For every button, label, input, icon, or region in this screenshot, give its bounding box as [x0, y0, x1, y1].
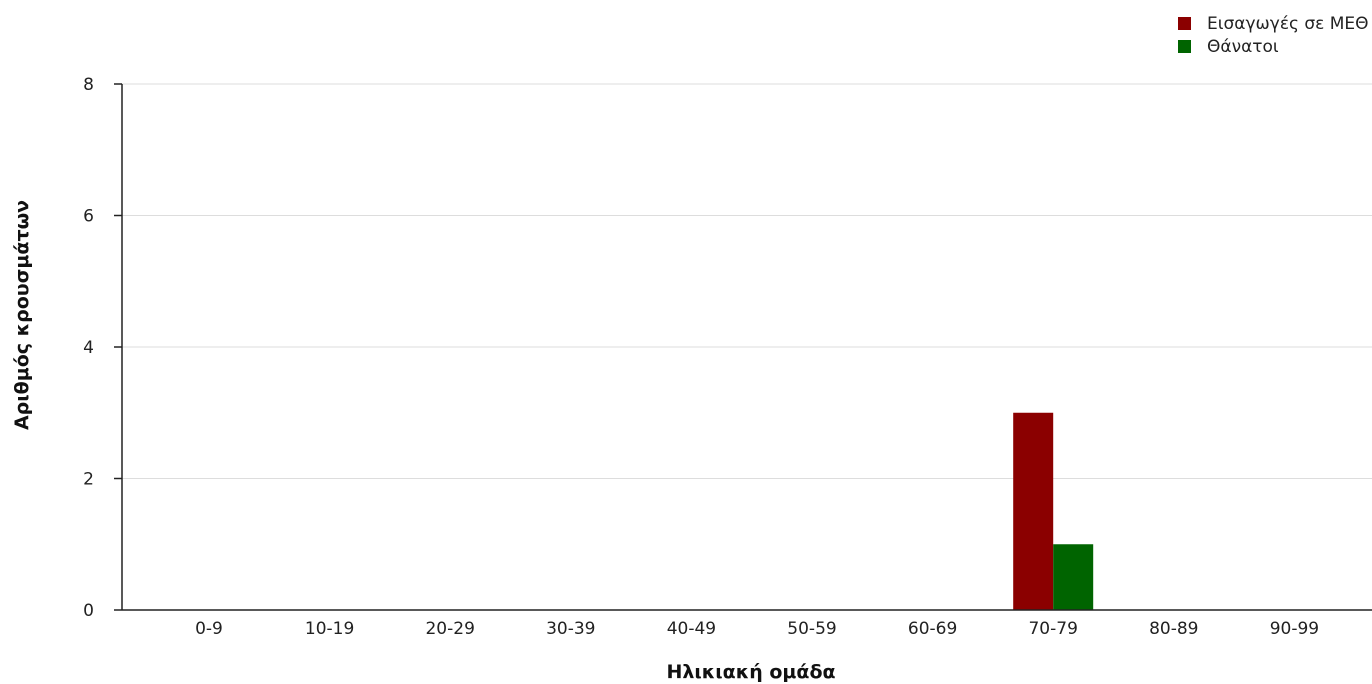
legend: Εισαγωγές σε ΜΕΘ Θάνατοι [1178, 12, 1369, 58]
y-axis-ticks: 0 2 4 6 8 [83, 75, 122, 621]
legend-swatch-deaths [1178, 40, 1191, 53]
y-axis-title: Αριθμός κρουσμάτων [11, 200, 33, 430]
legend-item-deaths: Θάνατοι [1178, 35, 1369, 58]
x-tick-label: 0-9 [195, 619, 223, 639]
y-tick-label: 8 [83, 75, 94, 95]
x-tick-label: 30-39 [546, 619, 595, 639]
x-tick-label: 10-19 [305, 619, 354, 639]
bar [1013, 412, 1054, 610]
x-tick-label: 60-69 [908, 619, 957, 639]
legend-item-icu: Εισαγωγές σε ΜΕΘ [1178, 12, 1369, 35]
x-tick-label: 50-59 [787, 619, 836, 639]
x-tick-label: 80-89 [1149, 619, 1198, 639]
legend-swatch-icu [1178, 17, 1191, 30]
x-tick-label: 20-29 [425, 619, 474, 639]
x-axis-ticks: 0-9 10-19 20-29 30-39 40-49 50-59 60-69 70-79 80… [195, 619, 1319, 639]
bars [1013, 412, 1094, 610]
legend-label-deaths: Θάνατοι [1207, 36, 1279, 57]
bar [1053, 544, 1094, 610]
legend-label-icu: Εισαγωγές σε ΜΕΘ [1207, 13, 1369, 34]
y-tick-label: 0 [83, 601, 94, 621]
y-tick-label: 6 [83, 207, 94, 227]
x-tick-label: 70-79 [1028, 619, 1077, 639]
x-tick-label: 90-99 [1270, 619, 1319, 639]
y-tick-label: 2 [83, 470, 94, 490]
y-tick-label: 4 [83, 338, 94, 358]
x-axis-title: Ηλικιακή ομάδα [666, 661, 835, 683]
x-tick-label: 40-49 [667, 619, 716, 639]
gridlines [122, 83, 1372, 479]
